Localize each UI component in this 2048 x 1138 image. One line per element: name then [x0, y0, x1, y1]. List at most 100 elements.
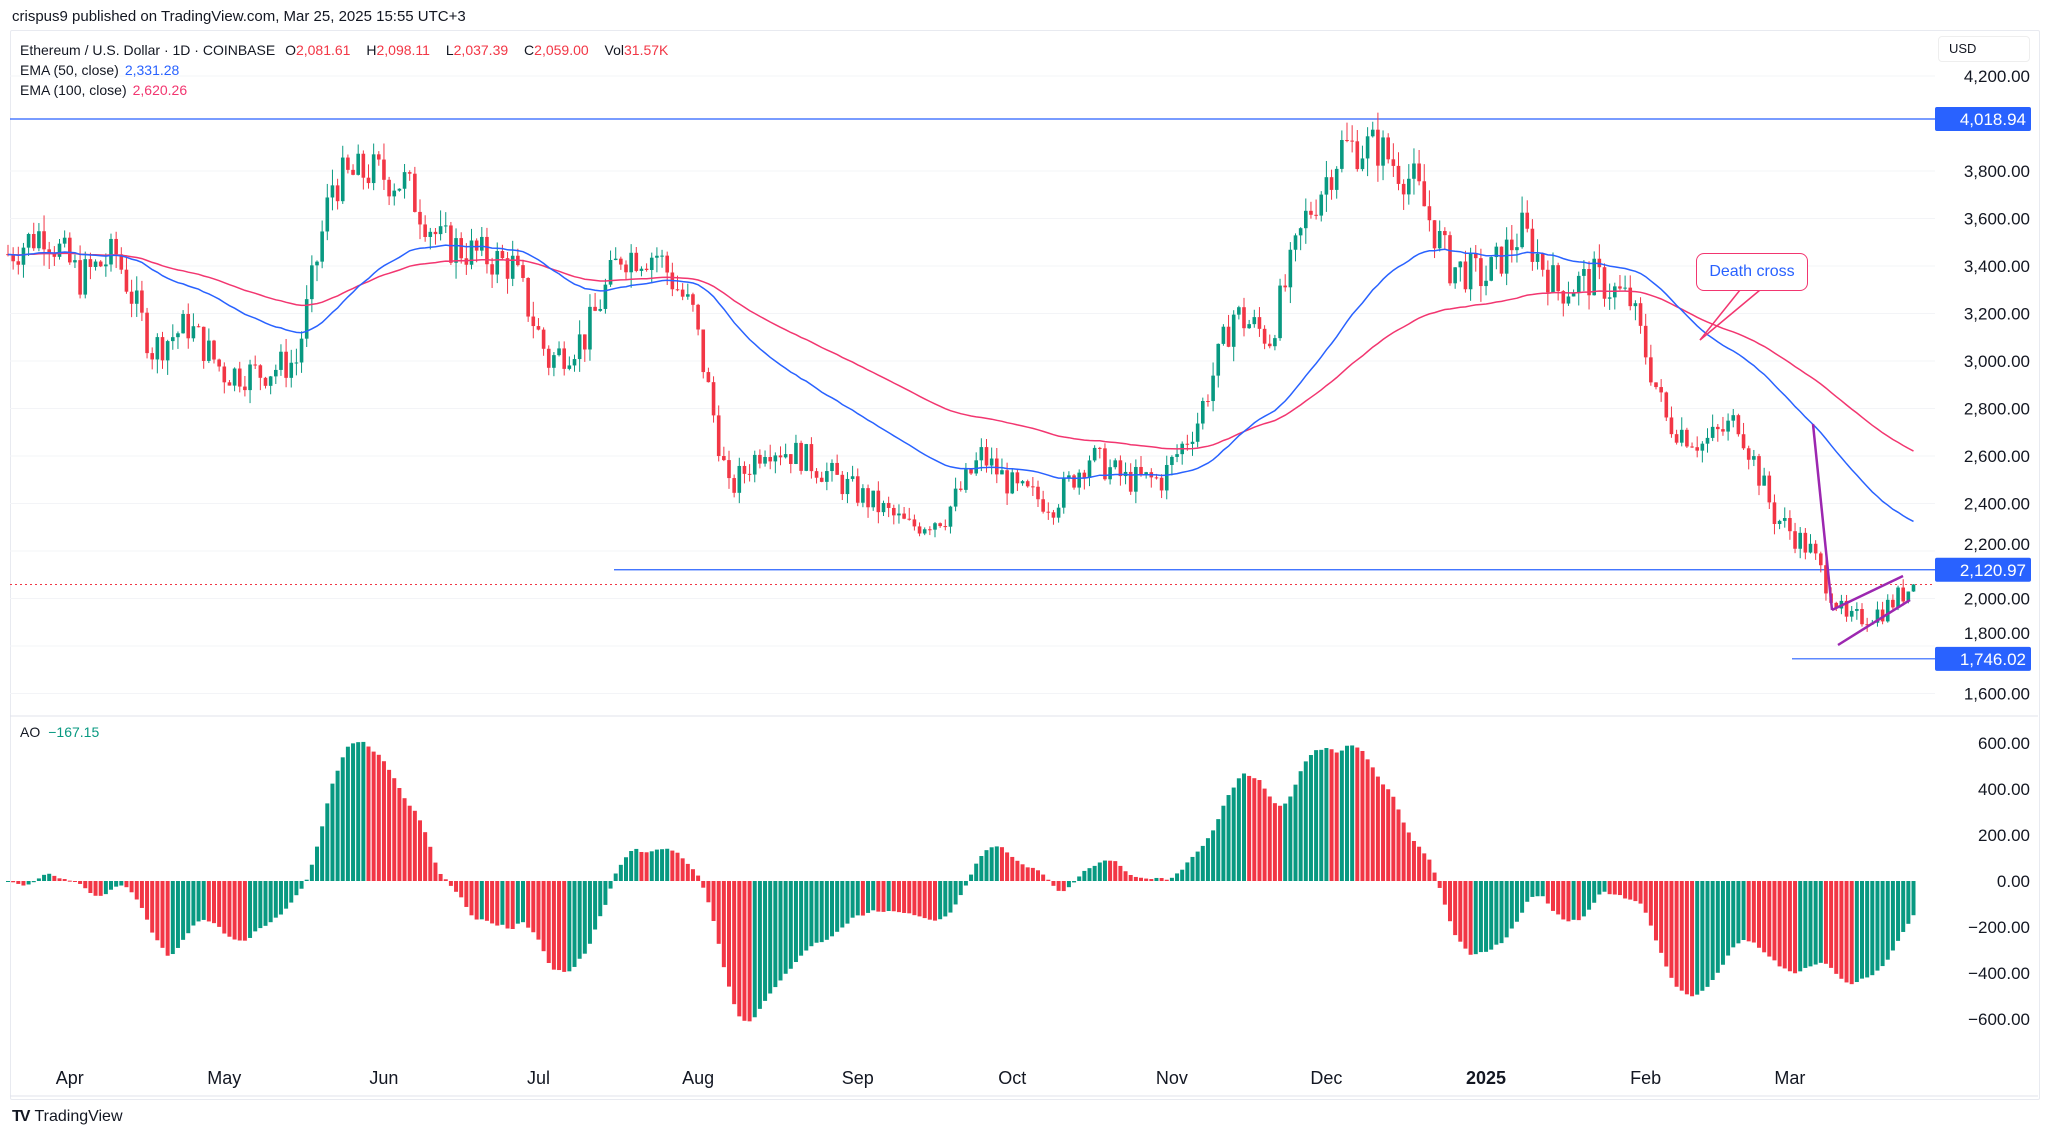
candle-body [335, 185, 340, 202]
candle [1025, 479, 1030, 488]
candle-body [382, 159, 386, 180]
ao-bar [1731, 881, 1736, 948]
ao-bar [1885, 881, 1890, 960]
candle-body [716, 415, 721, 457]
candle [624, 260, 628, 281]
candle-body [1005, 470, 1009, 494]
candle [397, 188, 402, 192]
candle [1865, 617, 1869, 632]
ao-bar [1844, 881, 1849, 983]
ao-bar [1386, 789, 1391, 881]
ao-bar [1164, 879, 1169, 881]
candle-body [814, 471, 819, 478]
candle-body [1242, 307, 1246, 329]
candle [469, 228, 474, 270]
ao-bar [1375, 776, 1380, 881]
candle-body [974, 460, 978, 474]
ao-bar [1818, 881, 1823, 963]
ao-bar [860, 881, 865, 916]
candle-body [1803, 532, 1808, 553]
candle-body [557, 348, 561, 356]
currency-button[interactable]: USD [1938, 36, 2030, 62]
candle-body [850, 476, 855, 479]
ao-bar [57, 878, 62, 881]
ema100-legend[interactable]: EMA (100, close) 2,620.26 [20, 80, 680, 100]
candle [1695, 436, 1699, 458]
candle-body [1350, 140, 1354, 142]
candle [150, 347, 154, 370]
symbol-row[interactable]: Ethereum / U.S. Dollar · 1D · COINBASE O… [20, 40, 680, 60]
ao-bar [562, 881, 567, 972]
candle [1041, 490, 1045, 514]
candle-body [217, 359, 221, 367]
death-cross-annotation[interactable]: Death cross [1696, 253, 1808, 291]
candle-body [310, 265, 314, 300]
tradingview-logo[interactable]: TV TradingView [12, 1108, 123, 1126]
candle [1468, 247, 1473, 301]
candle-body [485, 236, 489, 265]
candle-body [37, 231, 41, 249]
ao-tick-label: −400.00 [1968, 964, 2030, 983]
candle [1304, 198, 1308, 244]
ema50-legend[interactable]: EMA (50, close) 2,331.28 [20, 60, 680, 80]
candle [1334, 166, 1339, 199]
ao-legend[interactable]: AO −167.15 [20, 724, 99, 740]
candle [1412, 148, 1416, 195]
candle [1072, 473, 1076, 490]
candle-body [1494, 246, 1499, 258]
candle [1607, 283, 1612, 310]
candle [1195, 412, 1200, 448]
candle [1762, 467, 1766, 486]
candle [1597, 244, 1602, 280]
candle-body [897, 513, 901, 516]
candle [155, 333, 160, 374]
candle-body [1056, 507, 1061, 518]
candle-body [1674, 434, 1679, 443]
ao-bar [1602, 881, 1607, 892]
candle [886, 496, 891, 518]
candle [423, 215, 427, 242]
ao-bar [1499, 881, 1504, 944]
ao-bar [1396, 809, 1401, 881]
candle [752, 450, 757, 483]
candle-body [799, 442, 803, 471]
candle-body [768, 457, 772, 462]
candle [1782, 507, 1787, 528]
candle [536, 318, 541, 331]
ao-tick-label: 600.00 [1978, 734, 2030, 753]
ao-histogram [6, 741, 1916, 1022]
candle-body [418, 211, 422, 225]
candle [1664, 391, 1669, 422]
ao-bar [1813, 881, 1818, 965]
ao-bar [1767, 881, 1772, 957]
candle [1437, 220, 1442, 252]
ao-bar [423, 832, 428, 881]
ao-bar [232, 881, 237, 940]
candle [428, 227, 433, 250]
candle-body [830, 462, 834, 472]
candle [1885, 594, 1890, 623]
candle [1638, 297, 1643, 334]
candle [1731, 408, 1736, 428]
time-tick-label: May [207, 1068, 241, 1088]
candle-body [644, 268, 649, 270]
ao-bar [871, 881, 876, 911]
candle [639, 266, 644, 277]
candle-body [1484, 280, 1488, 287]
candle-body [304, 299, 309, 339]
ao-bar [418, 820, 422, 881]
ao-label: AO [20, 724, 41, 740]
candle-body [531, 316, 536, 327]
ao-bar [1432, 872, 1437, 881]
candle-body [583, 334, 587, 350]
ao-bar [1674, 881, 1679, 987]
candle-body [392, 190, 397, 197]
ao-bar [1875, 881, 1880, 971]
chart-frame [10, 30, 2040, 1100]
ao-bar [201, 881, 206, 920]
candle-body [773, 455, 778, 462]
candle [1123, 462, 1128, 485]
ao-bar [757, 881, 762, 1009]
candle [1880, 601, 1885, 625]
